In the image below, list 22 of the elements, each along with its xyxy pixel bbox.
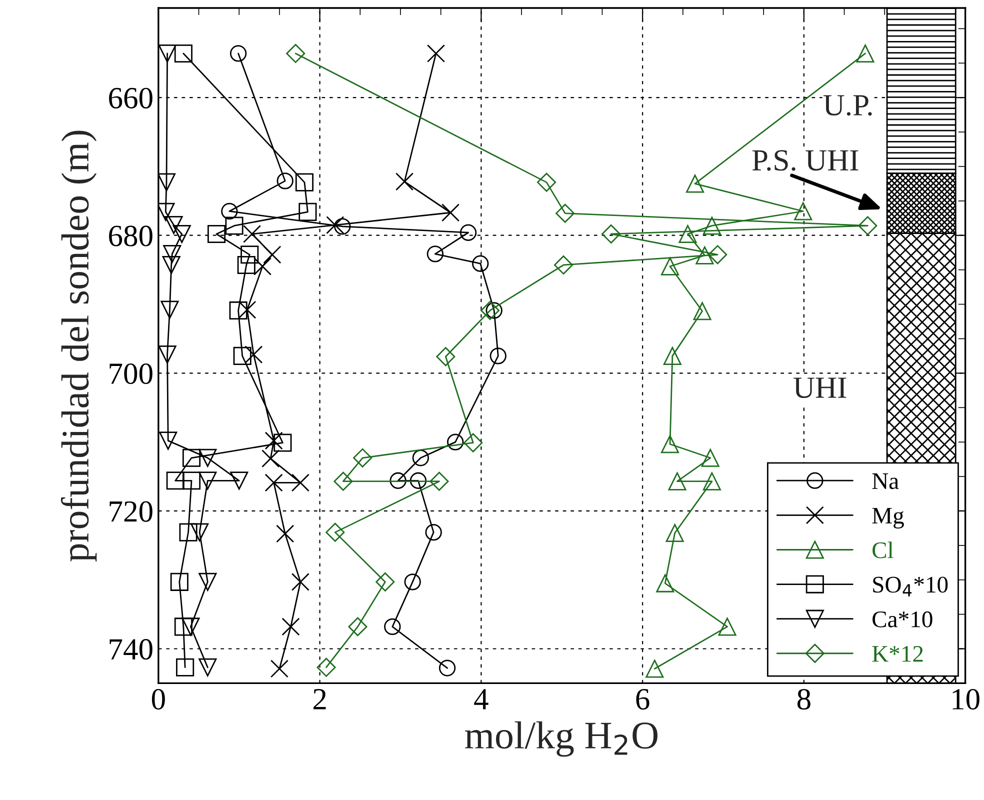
y-tick-label: 700: [110, 363, 152, 384]
legend-label: Mg: [872, 508, 904, 529]
y-tick-label: 680: [109, 226, 152, 246]
annotation: P.S. UHI: [752, 150, 858, 171]
x-tick-label: 2: [314, 689, 326, 710]
y-tick-label: 660: [109, 88, 152, 108]
legend-label: Cl: [872, 542, 894, 558]
legend-label: K*12: [872, 646, 923, 662]
x-tick-label: 10: [952, 688, 980, 710]
y-axis-title: profundidad del sondeo (m): [60, 130, 97, 562]
y-tick-label: 740: [110, 639, 152, 660]
x-tick-label: 0: [152, 688, 165, 710]
x-tick-label: 4: [474, 689, 488, 710]
x-tick-label: 8: [797, 688, 810, 710]
annotation: UHI: [794, 378, 846, 398]
annotation: U.P.: [823, 95, 872, 116]
x-tick-label: 6: [636, 689, 650, 710]
legend-label: SO$_{4}$*10: [873, 576, 948, 596]
legend-label: Ca*10: [872, 611, 932, 628]
legend-label: Na: [872, 473, 899, 490]
y-tick-label: 720: [110, 501, 152, 522]
x-axis-title: mol/kg H$_{2}$O: [465, 721, 658, 757]
